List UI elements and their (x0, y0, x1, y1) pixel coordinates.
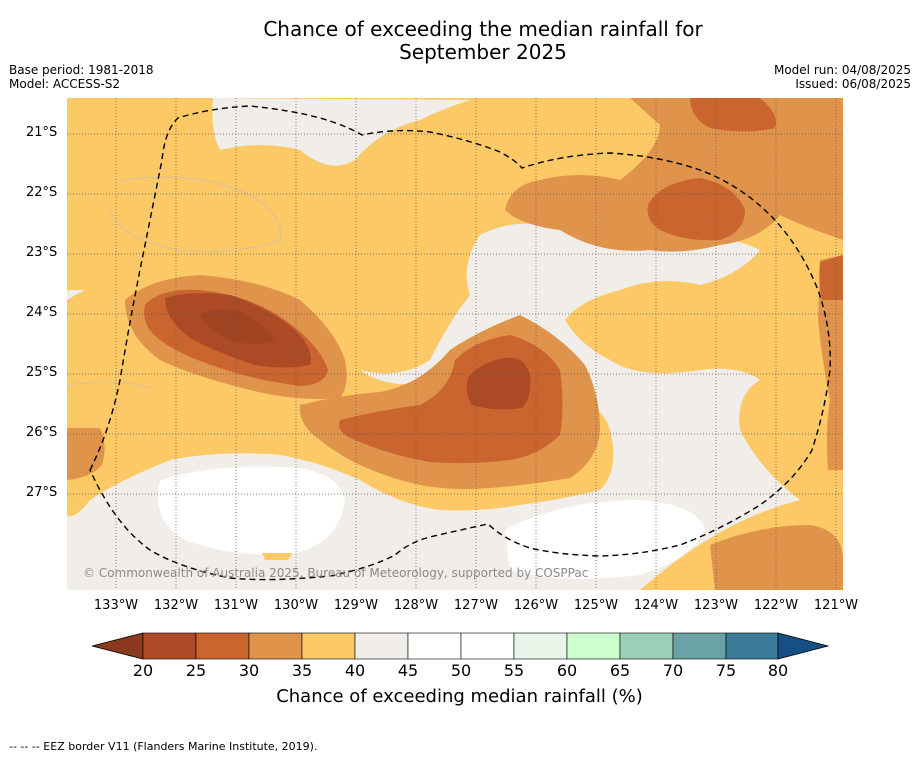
colorbar-swatch-35-40 (301, 632, 356, 660)
graticule (67, 98, 843, 590)
region-35-40-southwest (262, 553, 292, 560)
model-run: Model run: 04/08/2025 (773, 63, 911, 77)
contour-line-west (67, 381, 151, 389)
colorbar-tick-55: 55 (503, 661, 525, 680)
eez-border (89, 105, 831, 581)
colorbar-tick-30: 30 (238, 661, 260, 680)
colorbar-tick-25: 25 (185, 661, 207, 680)
colorbar-swatch-75-80 (725, 632, 779, 660)
colorbar-arrow-high (777, 632, 830, 660)
lon-label-130w: 130°W (273, 598, 319, 613)
colorbar-swatch-20-25 (142, 632, 197, 660)
colorbar-swatch-40-45 (354, 632, 409, 660)
lat-label-22s: 22°S (26, 185, 58, 200)
colorbar-tick-45: 45 (397, 661, 419, 680)
lon-label-133w: 133°W (93, 598, 139, 613)
lon-label-122w: 122°W (753, 598, 799, 613)
region-25-30-east (819, 255, 843, 300)
colorbar-swatch-45-50 (407, 632, 462, 660)
region-white-southwest (157, 466, 345, 555)
colorbar-tick-80: 80 (767, 661, 789, 680)
lat-label-21s: 21°S (26, 125, 58, 140)
colorbar-swatch-60-65 (566, 632, 621, 660)
lat-label-23s: 23°S (26, 245, 58, 260)
colorbar-arrow-low (91, 632, 144, 660)
base-period: Base period: 1981-2018 (9, 63, 154, 77)
eez-footnote: -- -- -- EEZ border V11 (Flanders Marine… (9, 740, 318, 753)
lat-label-26s: 26°S (26, 425, 58, 440)
title-line-2: September 2025 (399, 40, 567, 64)
lon-label-125w: 125°W (573, 598, 619, 613)
title-line-1: Chance of exceeding the median rainfall … (263, 17, 703, 41)
region-30-35-northeast (505, 98, 843, 252)
region-20-25-center (165, 293, 311, 368)
lon-label-123w: 123°W (693, 598, 739, 613)
lon-label-127w: 127°W (453, 598, 499, 613)
lon-label-128w: 128°W (393, 598, 439, 613)
colorbar-tick-75: 75 (715, 661, 737, 680)
colorbar-swatch-50-55 (460, 632, 515, 660)
lat-label-24s: 24°S (26, 305, 58, 320)
region-30-35-southeast (710, 525, 843, 590)
issued-date: Issued: 06/08/2025 (795, 77, 911, 91)
colorbar-swatch-55-60 (513, 632, 568, 660)
lon-label-121w: 121°W (813, 598, 859, 613)
region-lt20-center (200, 309, 275, 344)
colorbar-tick-65: 65 (609, 661, 631, 680)
lat-label-27s: 27°S (26, 485, 58, 500)
region-20-25-south (466, 357, 531, 410)
lon-label-124w: 124°W (633, 598, 679, 613)
copyright-notice: © Commonwealth of Australia 2025, Bureau… (83, 566, 589, 580)
lon-label-126w: 126°W (513, 598, 559, 613)
colorbar-tick-70: 70 (662, 661, 684, 680)
colorbar-tick-40: 40 (344, 661, 366, 680)
lat-label-25s: 25°S (26, 365, 58, 380)
lon-label-132w: 132°W (153, 598, 199, 613)
colorbar-tick-20: 20 (132, 661, 154, 680)
region-30-35-west (67, 428, 105, 480)
lon-label-129w: 129°W (333, 598, 379, 613)
colorbar-swatch-65-70 (619, 632, 674, 660)
region-white-south (505, 500, 705, 579)
colorbar-swatch-70-75 (672, 632, 727, 660)
colorbar-label: Chance of exceeding median rainfall (%) (276, 686, 643, 707)
colorbar-tick-50: 50 (450, 661, 472, 680)
model-name: Model: ACCESS-S2 (9, 77, 121, 91)
contour-line-north (109, 176, 281, 252)
region-25-30-northeast-a (690, 98, 776, 132)
lon-label-131w: 131°W (213, 598, 259, 613)
meta-right: Model run: 04/08/2025 Issued: 06/08/2025 (774, 63, 911, 91)
colorbar-tick-60: 60 (556, 661, 578, 680)
meta-left: Base period: 1981-2018 Model: ACCESS-S2 (9, 63, 154, 91)
colorbar-swatch-25-30 (195, 632, 250, 660)
colorbar-tick-35: 35 (291, 661, 313, 680)
map-title: Chance of exceeding the median rainfall … (0, 18, 919, 64)
colorbar-swatch-30-35 (248, 632, 303, 660)
region-25-30-northeast-b (647, 178, 745, 241)
